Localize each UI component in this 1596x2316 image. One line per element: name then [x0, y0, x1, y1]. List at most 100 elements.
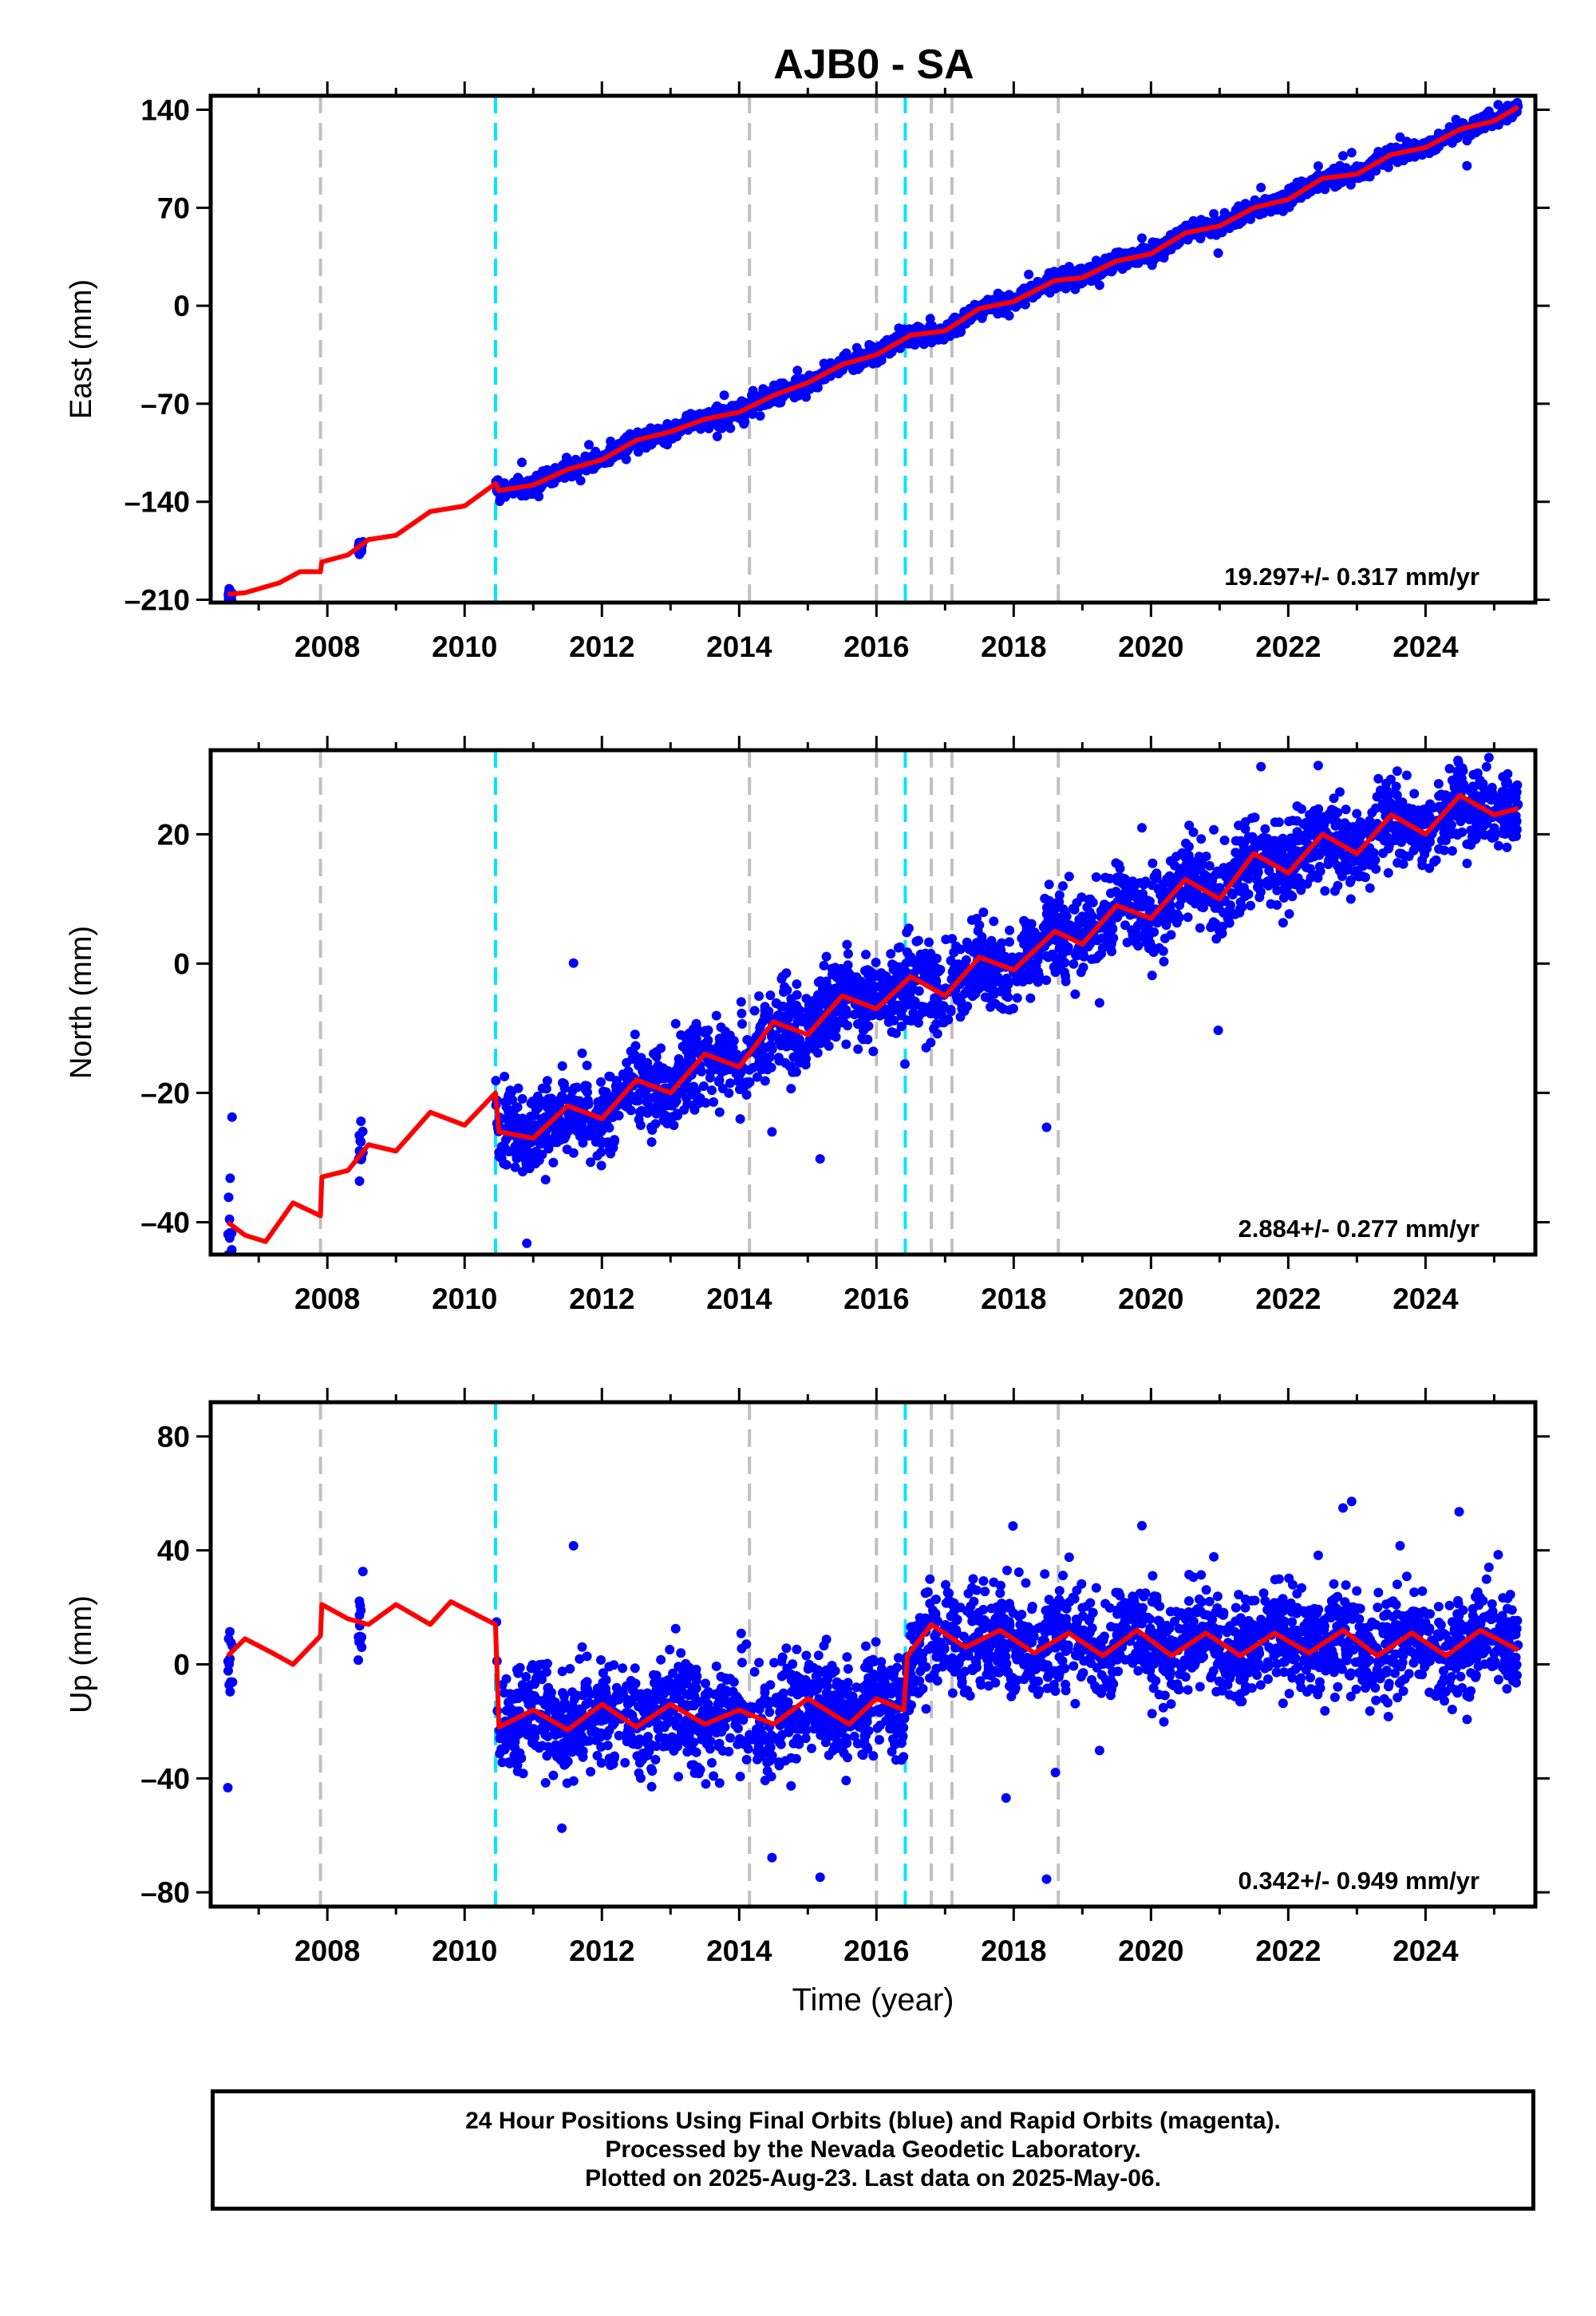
data-point — [670, 1018, 681, 1029]
data-point — [509, 1147, 519, 1157]
data-point — [1246, 900, 1256, 911]
data-point — [1008, 1003, 1018, 1014]
data-point — [698, 1081, 709, 1091]
data-point — [735, 1114, 745, 1124]
data-point — [551, 1135, 562, 1145]
data-point — [684, 1028, 694, 1038]
data-point — [1345, 894, 1356, 904]
data-point — [653, 1061, 663, 1070]
data-point — [1320, 886, 1330, 896]
data-point — [921, 1042, 931, 1053]
data-point — [224, 1214, 235, 1224]
plot-area — [223, 750, 1523, 1255]
data-point — [896, 1022, 907, 1032]
data-point — [861, 950, 871, 959]
data-point — [1313, 761, 1323, 771]
data-point — [1002, 954, 1013, 964]
data-point — [1278, 918, 1288, 928]
data-point — [1417, 148, 1428, 159]
data-point — [825, 1022, 836, 1032]
data-point — [811, 998, 821, 1009]
data-point — [596, 1077, 606, 1087]
plot-frame — [208, 93, 1538, 605]
data-point — [786, 1061, 796, 1071]
data-point — [557, 1061, 567, 1071]
data-point — [701, 1027, 712, 1037]
data-point — [1033, 977, 1043, 987]
x-tick-label: 2018 — [981, 630, 1046, 663]
data-point — [874, 341, 884, 351]
data-point — [711, 1010, 721, 1021]
data-point — [622, 1057, 632, 1068]
data-point — [527, 1156, 537, 1166]
data-point — [1044, 879, 1054, 890]
data-point — [534, 492, 544, 502]
data-point — [786, 994, 796, 1004]
data-point — [686, 1085, 697, 1096]
data-point — [500, 1143, 510, 1153]
data-point — [905, 988, 915, 998]
data-point — [1183, 220, 1194, 231]
data-point — [596, 1160, 606, 1171]
data-point — [644, 1106, 654, 1117]
data-point — [757, 1017, 768, 1027]
data-point — [902, 927, 912, 938]
data-point — [601, 1097, 611, 1108]
data-point — [714, 1107, 725, 1117]
data-point — [725, 423, 736, 433]
data-point — [947, 934, 958, 944]
data-point — [1260, 824, 1270, 834]
data-point — [792, 1000, 802, 1010]
data-point — [697, 422, 708, 433]
data-point — [960, 989, 970, 998]
data-point — [719, 390, 729, 401]
data-point — [618, 1069, 628, 1079]
data-point — [682, 1099, 693, 1109]
data-point — [1195, 923, 1205, 933]
data-point — [737, 1019, 747, 1029]
data-point — [227, 1112, 237, 1122]
data-point — [1433, 779, 1444, 789]
data-point — [962, 937, 972, 947]
data-point — [828, 1030, 838, 1041]
data-point — [777, 1034, 787, 1044]
data-point — [1077, 263, 1087, 274]
data-point — [537, 1149, 547, 1160]
data-point — [577, 1048, 587, 1058]
data-point — [974, 920, 985, 931]
data-point — [502, 1123, 512, 1133]
data-point — [841, 1039, 851, 1049]
data-point — [1021, 283, 1031, 294]
data-point — [586, 452, 596, 462]
data-point — [650, 1119, 661, 1129]
data-point — [819, 960, 829, 970]
data-point — [1255, 887, 1266, 897]
data-point — [813, 990, 823, 1000]
data-point — [957, 1004, 967, 1014]
data-point — [741, 1078, 750, 1089]
data-point — [569, 1095, 579, 1105]
data-point — [925, 964, 935, 974]
data-point — [1038, 922, 1049, 932]
data-point — [656, 1043, 666, 1053]
data-point — [1012, 993, 1022, 1003]
data-point — [1069, 958, 1079, 969]
data-point — [586, 1157, 596, 1168]
data-point — [1462, 160, 1472, 171]
data-point — [758, 384, 768, 394]
data-point — [1213, 248, 1223, 259]
data-point — [642, 1097, 652, 1107]
data-point — [558, 1077, 567, 1088]
data-point — [842, 1009, 852, 1019]
data-point — [918, 334, 929, 345]
data-point — [1041, 1122, 1052, 1132]
data-point — [1091, 872, 1101, 882]
data-point — [985, 966, 994, 976]
data-point — [867, 341, 877, 351]
data-point — [911, 936, 922, 947]
data-point — [606, 1148, 616, 1159]
data-point — [1361, 872, 1370, 883]
data-point — [859, 980, 869, 990]
data-point — [766, 1062, 776, 1073]
data-point — [868, 1046, 879, 1057]
